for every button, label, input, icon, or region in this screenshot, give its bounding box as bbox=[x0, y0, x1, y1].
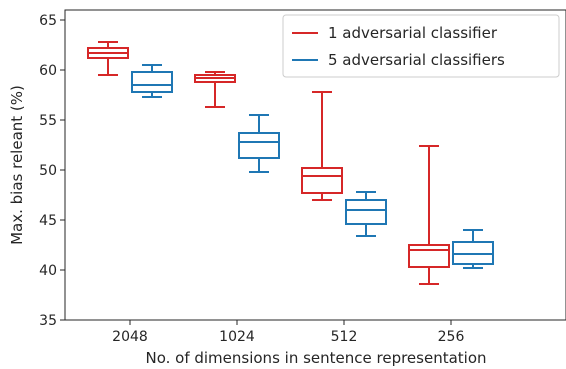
y-tick-label: 35 bbox=[39, 313, 57, 329]
y-tick-label: 45 bbox=[39, 213, 57, 229]
box-red-1024 bbox=[194, 71, 236, 108]
y-axis: 35 40 45 50 55 60 65 bbox=[39, 13, 65, 329]
box-iqr bbox=[408, 244, 450, 268]
box-iqr bbox=[301, 167, 343, 194]
x-tick-label: 1024 bbox=[219, 329, 255, 345]
box-red-256 bbox=[408, 145, 450, 285]
box-blue-1024 bbox=[238, 114, 280, 173]
x-axis: 2048 1024 512 256 bbox=[112, 320, 464, 345]
y-tick-label: 55 bbox=[39, 113, 57, 129]
y-tick-label: 60 bbox=[39, 63, 57, 79]
box-red-2048 bbox=[87, 41, 129, 76]
box-iqr bbox=[238, 132, 280, 159]
legend-frame bbox=[282, 14, 560, 78]
y-tick-label: 40 bbox=[39, 263, 57, 279]
box-iqr bbox=[131, 71, 173, 93]
box-red-512 bbox=[301, 91, 343, 201]
box-blue-256 bbox=[452, 229, 494, 269]
x-tick-label: 512 bbox=[331, 329, 358, 345]
y-tick-label: 65 bbox=[39, 13, 57, 29]
legend: 1 adversarial classifier 5 adversarial c… bbox=[282, 14, 560, 78]
boxes-group bbox=[87, 41, 494, 285]
x-tick-label: 256 bbox=[438, 329, 465, 345]
box-blue-512 bbox=[345, 191, 387, 237]
box-blue-2048 bbox=[131, 64, 173, 98]
plot-frame bbox=[64, 9, 566, 321]
x-axis-label: No. of dimensions in sentence representa… bbox=[145, 349, 486, 367]
y-axis-label: Max. bias releant (%) bbox=[8, 85, 26, 245]
x-tick-label: 2048 bbox=[112, 329, 148, 345]
legend-label-1-adversarial: 1 adversarial classifier bbox=[328, 24, 498, 42]
legend-label-5-adversarial: 5 adversarial classifiers bbox=[328, 51, 505, 69]
y-tick-label: 50 bbox=[39, 163, 57, 179]
box-iqr bbox=[345, 199, 387, 225]
